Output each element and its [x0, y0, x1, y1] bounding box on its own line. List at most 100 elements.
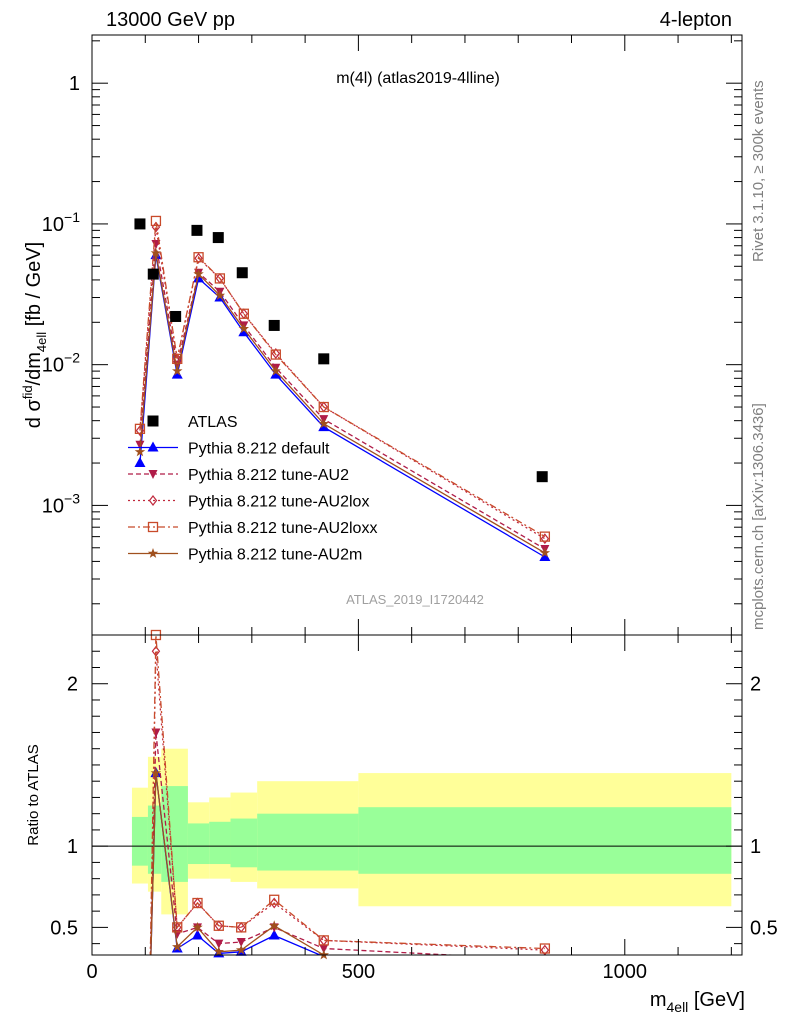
- mc-point: [134, 423, 146, 434]
- rivet-version-label: Rivet 3.1.10, ≥ 300k events: [750, 80, 767, 262]
- legend-marker: [147, 441, 159, 452]
- mc-point: [238, 326, 250, 337]
- mc-point: [238, 308, 249, 319]
- ratio-point: [172, 922, 183, 933]
- legend-marker: [147, 415, 159, 427]
- mc-point: [539, 547, 551, 558]
- legend: ATLAS Pythia 8.212 default Pythia 8.212 tu…: [128, 414, 377, 564]
- header-right: 4-lepton: [660, 9, 732, 31]
- mc-point: [539, 550, 551, 561]
- ratio-line-4: [149, 635, 545, 955]
- legend-label: Pythia 8.212 default: [188, 441, 330, 458]
- main-plot-panel: 10−3 10−2 10−1 1: [42, 34, 743, 636]
- ratio-plot-panel: 0.5 0.5 1 1 2 2 0 500 1000: [50, 629, 778, 983]
- ratio-point: [172, 941, 183, 952]
- main-y-tick-label: 10−1: [42, 209, 80, 236]
- mc-point: [318, 401, 329, 413]
- header-left: 13000 GeV pp: [106, 9, 235, 31]
- mc-point: [193, 268, 204, 279]
- mc-point: [150, 215, 162, 227]
- mc-line-1: [139, 255, 546, 558]
- ratio-y-tick-label-right: 0.5: [750, 917, 778, 939]
- mc-point: [171, 368, 183, 379]
- ratio-point: [235, 944, 247, 955]
- svg-text:m4ell [GeV]: m4ell [GeV]: [650, 989, 745, 1015]
- ratio-y-tick-label: 2: [67, 674, 78, 696]
- mcplots-reference-label: mcplots.cern.ch [arXiv:1306.3436]: [750, 403, 767, 630]
- legend-marker: [147, 521, 159, 533]
- main-y-tick-label: 10−2: [42, 350, 80, 377]
- uncertainty-band-stat: [209, 821, 231, 865]
- mc-point: [151, 240, 161, 250]
- ratio-point: [269, 897, 279, 909]
- ratio-point: [318, 949, 329, 960]
- ratio-y-tick-label-right: 2: [750, 674, 761, 696]
- mc-point: [318, 421, 330, 432]
- uncertainty-band-stat: [358, 807, 732, 874]
- legend-label: Pythia 8.212 tune-AU2loxx: [188, 520, 377, 537]
- mc-point: [134, 446, 146, 457]
- mc-point: [214, 273, 226, 284]
- mc-point: [238, 323, 250, 334]
- svg-text:d σfid/dm4ell [fb / GeV]: d σfid/dm4ell [fb / GeV]: [20, 242, 49, 428]
- x-tick-label: 1000: [603, 961, 648, 983]
- legend-label: Pythia 8.212 tune-AU2: [188, 467, 349, 484]
- ratio-y-tick-label: 0.5: [50, 917, 78, 939]
- mc-line-3: [139, 226, 546, 540]
- uncertainty-band-stat: [131, 816, 148, 866]
- mc-line-2: [139, 243, 546, 550]
- atlas-data-point: [536, 471, 548, 483]
- ratio-point: [269, 920, 280, 931]
- legend-label: Pythia 8.212 tune-AU2lox: [188, 494, 369, 511]
- atlas-data-point: [318, 353, 330, 365]
- atlas-data-point: [212, 232, 224, 244]
- ratio-point: [318, 935, 329, 946]
- ratio-point: [236, 921, 246, 933]
- mc-point: [270, 368, 282, 379]
- ratio-plot-frame: [91, 634, 743, 956]
- uncertainty-band-stat: [257, 813, 359, 871]
- atlas-data-point: [134, 218, 146, 230]
- mc-point: [214, 290, 226, 300]
- x-tick-label: 0: [86, 961, 97, 983]
- legend-label: Pythia 8.212 tune-AU2m: [188, 547, 362, 564]
- atlas-data-point: [191, 224, 203, 236]
- uncertainty-band-stat: [161, 786, 188, 882]
- ratio-point: [213, 920, 224, 931]
- uncertainty-band-stat: [230, 818, 258, 868]
- ratio-point: [319, 944, 329, 954]
- ratio-point: [150, 767, 162, 778]
- legend-marker: [147, 548, 159, 558]
- mc-point: [134, 457, 146, 468]
- ratio-point: [213, 946, 224, 957]
- mc-point: [540, 533, 550, 545]
- plot-title: m(4l) (atlas2019-4lline): [336, 70, 500, 87]
- main-y-tick-label: 1: [69, 73, 80, 95]
- mc-point: [318, 418, 329, 429]
- legend-label: ATLAS: [188, 414, 238, 431]
- ratio-point: [214, 939, 224, 949]
- legend-marker: [148, 495, 158, 506]
- mc-point: [194, 252, 203, 264]
- ratio-point: [192, 921, 203, 932]
- ratio-point: [539, 943, 551, 954]
- main-plot-frame: [91, 34, 743, 636]
- atlas-data-point: [147, 268, 159, 280]
- x-tick-label: 500: [342, 961, 375, 983]
- legend-marker: [148, 470, 158, 479]
- mc-line-4: [139, 220, 546, 538]
- ratio-point: [151, 728, 161, 738]
- ratio-point: [192, 897, 203, 909]
- mc-point: [193, 252, 204, 263]
- x-axis-label: m4ell [GeV]: [650, 989, 745, 1015]
- atlas-data-point: [236, 267, 248, 279]
- mc-point: [270, 349, 281, 360]
- ratio-y-axis-label: Ratio to ATLAS: [25, 744, 42, 845]
- ratio-y-tick-label: 1: [67, 836, 78, 858]
- main-y-axis-label: d σfid/dm4ell [fb / GeV]: [20, 242, 49, 428]
- main-y-tick-label: 10−3: [42, 490, 80, 517]
- ratio-point: [269, 894, 280, 905]
- ratio-point: [236, 938, 246, 948]
- mc-point: [539, 531, 551, 542]
